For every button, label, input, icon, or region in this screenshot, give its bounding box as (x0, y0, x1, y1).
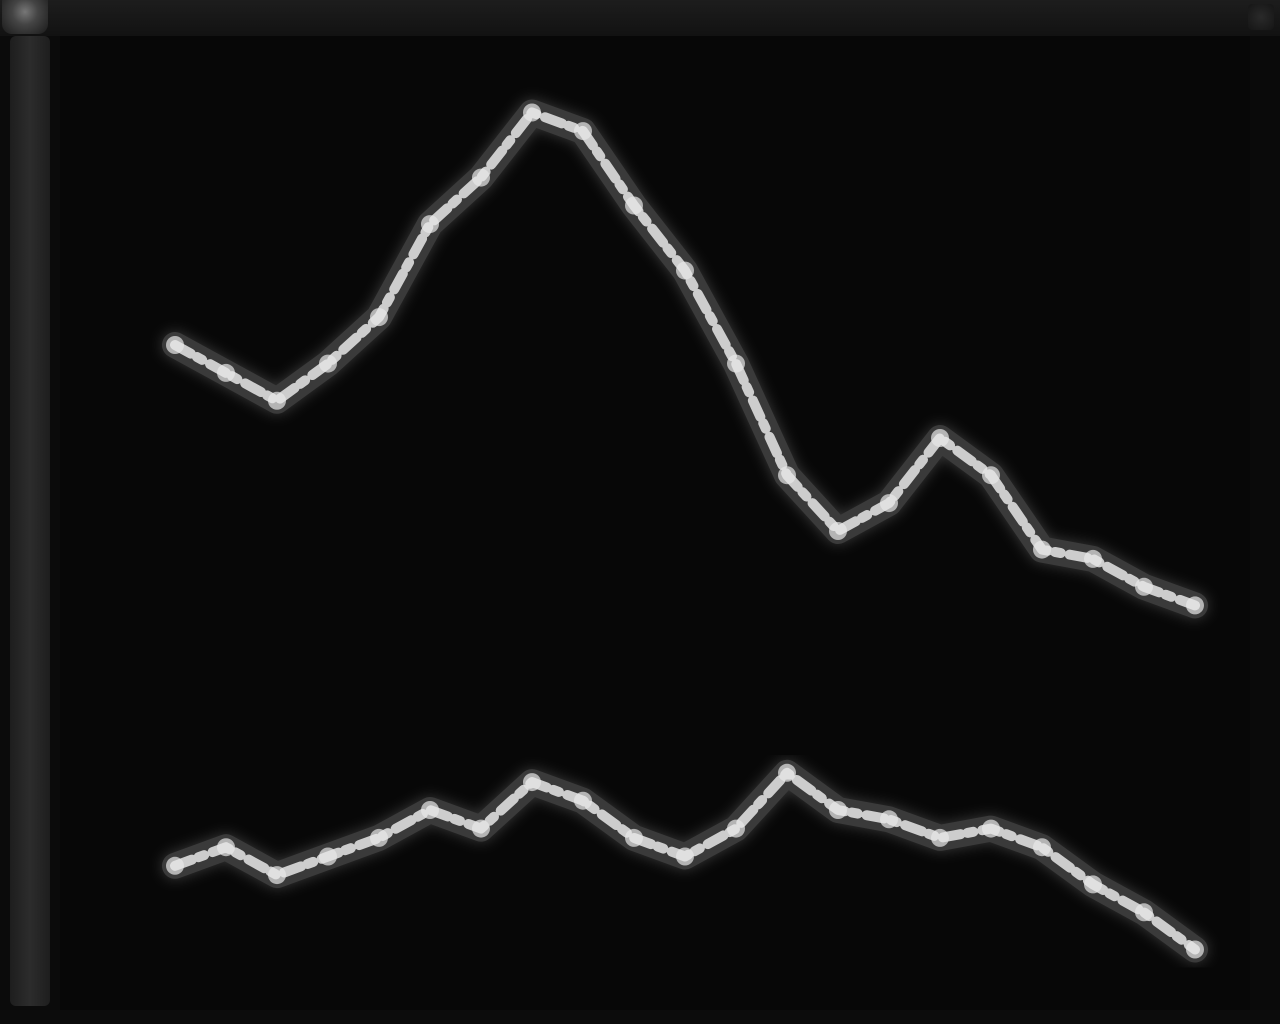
series-1-point-10 (676, 261, 694, 280)
right-edge (1250, 36, 1280, 1024)
series-2-point-18 (1084, 875, 1102, 894)
series-1-point-3 (319, 354, 337, 373)
series-1-point-13 (829, 522, 847, 540)
series-1-point-15 (931, 429, 949, 447)
series-1-point-7 (523, 103, 541, 122)
series-2-point-7 (523, 773, 541, 792)
series-1-point-11 (727, 354, 745, 373)
series-2-point-15 (931, 828, 949, 847)
series-1-point-17 (1033, 540, 1051, 559)
series-1-point-14 (880, 494, 898, 513)
vertical-scrollbar[interactable] (0, 36, 60, 1024)
series-2-point-6 (472, 819, 490, 838)
series-1-point-4 (370, 308, 388, 327)
series-2-point-12 (778, 763, 796, 782)
scrollbar-thumb[interactable] (10, 36, 50, 1006)
bottom-edge (0, 1010, 1280, 1024)
series-2-point-4 (370, 828, 388, 847)
series-2-point-16 (982, 819, 1000, 838)
series-2-point-19 (1135, 903, 1153, 922)
series-2-point-5 (421, 801, 439, 819)
series-2-point-13 (829, 801, 847, 819)
series-1-point-19 (1135, 577, 1153, 596)
title-bar (0, 0, 1280, 37)
series-2-point-3 (319, 847, 337, 866)
series-2-point-9 (625, 828, 643, 847)
series-1-point-2 (268, 391, 286, 410)
series-2-point-14 (880, 810, 898, 829)
series-2-point-11 (727, 819, 745, 838)
series-2-point-2 (268, 866, 286, 885)
series-1-point-8 (574, 122, 592, 141)
line-chart (162, 99, 1208, 963)
series-1-point-16 (982, 466, 1000, 485)
series-1-point-18 (1084, 549, 1102, 568)
plot-area (60, 36, 1250, 1010)
series-1-point-6 (472, 168, 490, 187)
series-1-point-9 (625, 196, 643, 215)
series-layer (162, 99, 1208, 963)
series-2-point-10 (676, 847, 694, 866)
series-2-point-1 (217, 838, 235, 857)
series-2-point-8 (574, 791, 592, 810)
series-2-point-17 (1033, 838, 1051, 857)
series-1-point-5 (421, 215, 439, 234)
series-2-point-20 (1186, 940, 1204, 959)
menu-icon[interactable] (1248, 4, 1274, 30)
series-1-point-0 (166, 336, 184, 354)
series-2-point-0 (166, 856, 184, 875)
series-1-point-1 (217, 363, 235, 382)
series-1-point-12 (778, 466, 796, 485)
series-1-point-20 (1186, 596, 1204, 615)
window-control-icon[interactable] (2, 0, 48, 34)
